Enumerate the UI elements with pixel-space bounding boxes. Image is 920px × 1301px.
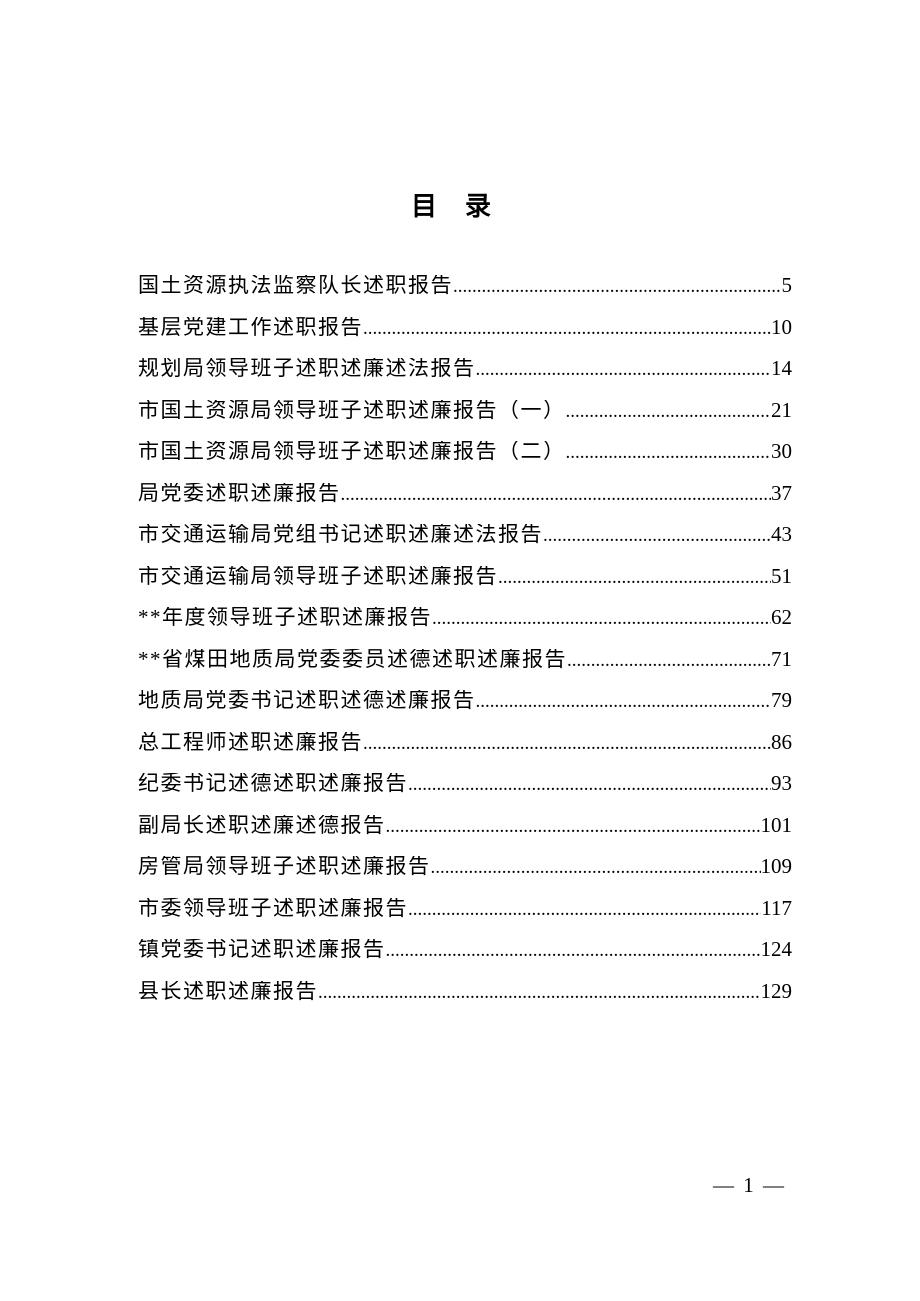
toc-entry: 市交通运输局党组书记述职述廉述法报告 43 (138, 524, 792, 545)
toc-leader-dots (431, 858, 761, 877)
toc-list: 国土资源执法监察队长述职报告 5 基层党建工作述职报告 10 规划局领导班子述职述廉述法… (138, 275, 792, 1002)
toc-leader-dots (476, 360, 772, 379)
toc-entry-page: 62 (771, 607, 792, 628)
page-number: — 1 — (713, 1173, 786, 1198)
toc-leader-dots (363, 319, 771, 338)
toc-entry: 房管局领导班子述职述廉报告 109 (138, 856, 792, 877)
toc-entry-page: 43 (771, 524, 792, 545)
toc-entry: 地质局党委书记述职述德述廉报告 79 (138, 690, 792, 711)
toc-leader-dots (476, 692, 772, 711)
toc-entry-label: 纪委书记述德述职述廉报告 (138, 773, 408, 794)
toc-entry-page: 101 (761, 815, 793, 836)
toc-entry-label: 市委领导班子述职述廉报告 (138, 898, 408, 919)
toc-entry-label: 总工程师述职述廉报告 (138, 732, 363, 753)
toc-leader-dots (567, 651, 771, 670)
toc-entry-label: 局党委述职述廉报告 (138, 483, 341, 504)
toc-leader-dots (408, 775, 771, 794)
toc-entry: 县长述职述廉报告 129 (138, 981, 792, 1002)
toc-title: 目录 (138, 186, 792, 223)
toc-leader-dots (566, 402, 772, 421)
toc-entry-page: 124 (761, 939, 793, 960)
toc-entry-label: 县长述职述廉报告 (138, 981, 318, 1002)
toc-leader-dots (498, 568, 771, 587)
toc-entry-label: 规划局领导班子述职述廉述法报告 (138, 358, 476, 379)
toc-entry-label: 基层党建工作述职报告 (138, 317, 363, 338)
toc-entry: 规划局领导班子述职述廉述法报告 14 (138, 358, 792, 379)
toc-entry-label: 市交通运输局党组书记述职述廉述法报告 (138, 524, 543, 545)
toc-entry-page: 93 (771, 773, 792, 794)
document-page: 目录 国土资源执法监察队长述职报告 5 基层党建工作述职报告 10 规划局领导班子述职述… (0, 0, 920, 1002)
toc-entry: 市国土资源局领导班子述职述廉报告（一） 21 (138, 400, 792, 421)
toc-entry-page: 51 (771, 566, 792, 587)
toc-entry-page: 10 (771, 317, 792, 338)
toc-leader-dots (386, 817, 761, 836)
toc-entry-label: 房管局领导班子述职述廉报告 (138, 856, 431, 877)
toc-leader-dots (341, 485, 772, 504)
toc-entry-page: 37 (771, 483, 792, 504)
toc-leader-dots (432, 609, 771, 628)
toc-entry-page: 129 (761, 981, 793, 1002)
toc-entry-label: 地质局党委书记述职述德述廉报告 (138, 690, 476, 711)
toc-leader-dots (566, 443, 772, 462)
toc-entry: 镇党委书记述职述廉报告 124 (138, 939, 792, 960)
toc-entry: 市国土资源局领导班子述职述廉报告（二） 30 (138, 441, 792, 462)
toc-leader-dots (408, 900, 761, 919)
toc-entry: 局党委述职述廉报告 37 (138, 483, 792, 504)
toc-entry-label: 副局长述职述廉述德报告 (138, 815, 386, 836)
toc-entry-page: 86 (771, 732, 792, 753)
toc-entry-label: 国土资源执法监察队长述职报告 (138, 275, 453, 296)
toc-entry: 总工程师述职述廉报告 86 (138, 732, 792, 753)
toc-entry: 纪委书记述德述职述廉报告 93 (138, 773, 792, 794)
toc-entry-label: 市国土资源局领导班子述职述廉报告（一） (138, 400, 566, 421)
toc-entry-label: **省煤田地质局党委委员述德述职述廉报告 (138, 649, 567, 670)
toc-entry-page: 79 (771, 690, 792, 711)
toc-entry-label: **年度领导班子述职述廉报告 (138, 607, 432, 628)
toc-leader-dots (363, 734, 771, 753)
toc-entry-page: 71 (771, 649, 792, 670)
toc-entry-label: 市国土资源局领导班子述职述廉报告（二） (138, 441, 566, 462)
toc-entry: 国土资源执法监察队长述职报告 5 (138, 275, 792, 296)
toc-entry: 基层党建工作述职报告 10 (138, 317, 792, 338)
toc-entry-label: 市交通运输局领导班子述职述廉报告 (138, 566, 498, 587)
toc-entry: 副局长述职述廉述德报告 101 (138, 815, 792, 836)
toc-leader-dots (318, 983, 761, 1002)
toc-entry: **省煤田地质局党委委员述德述职述廉报告 71 (138, 649, 792, 670)
toc-entry: **年度领导班子述职述廉报告 62 (138, 607, 792, 628)
toc-leader-dots (453, 277, 782, 296)
toc-entry: 市交通运输局领导班子述职述廉报告 51 (138, 566, 792, 587)
toc-entry-page: 109 (761, 856, 793, 877)
toc-entry-page: 117 (761, 898, 792, 919)
toc-entry-page: 14 (771, 358, 792, 379)
toc-leader-dots (543, 526, 771, 545)
toc-entry-page: 21 (771, 400, 792, 421)
toc-entry-label: 镇党委书记述职述廉报告 (138, 939, 386, 960)
toc-entry: 市委领导班子述职述廉报告 117 (138, 898, 792, 919)
toc-entry-page: 30 (771, 441, 792, 462)
toc-entry-page: 5 (782, 275, 793, 296)
toc-leader-dots (386, 941, 761, 960)
